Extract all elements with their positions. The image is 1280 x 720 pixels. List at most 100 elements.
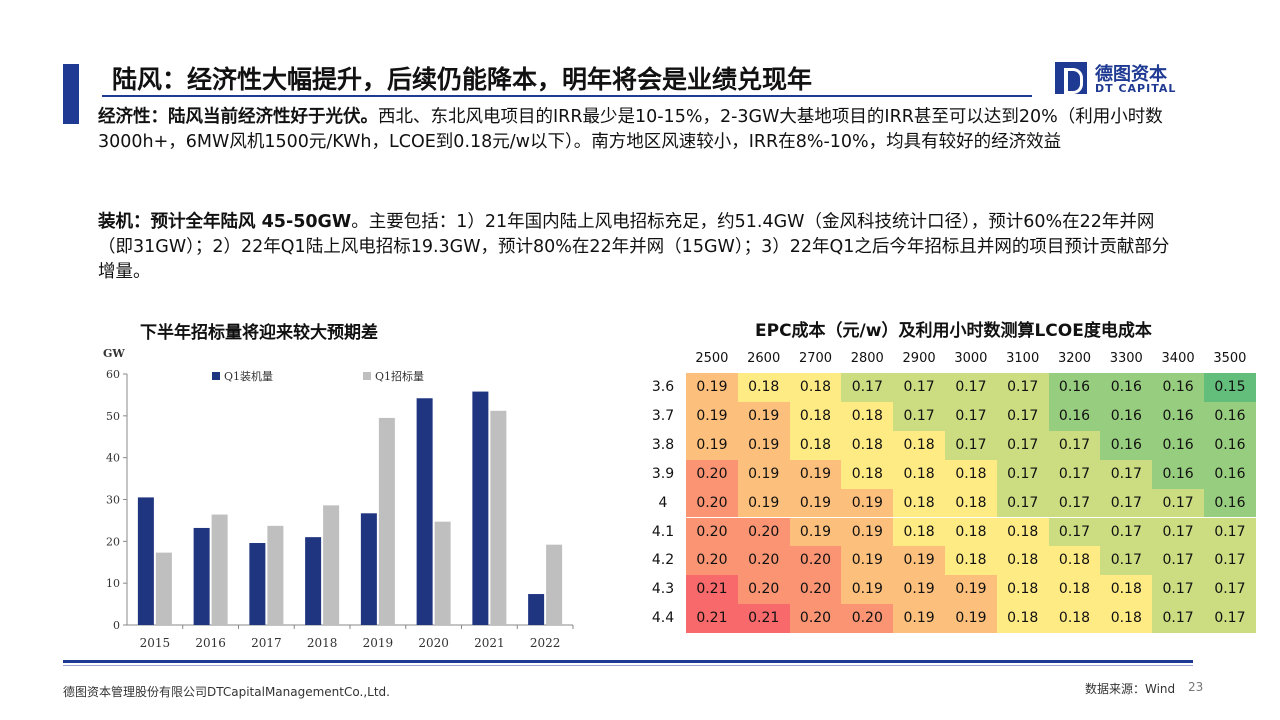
heatmap-col-header: 2700 xyxy=(798,351,833,366)
heatmap-cell: 0.20 xyxy=(789,604,842,634)
heatmap-cell: 0.19 xyxy=(841,575,894,605)
heatmap-cell: 0.16 xyxy=(1100,373,1153,402)
x-tick-label: 2016 xyxy=(195,636,226,650)
bar-q1-install xyxy=(528,594,545,625)
heatmap-cell: 0.19 xyxy=(841,488,894,518)
heatmap-cell: 0.18 xyxy=(945,488,997,518)
heatmap-cell: 0.18 xyxy=(1100,575,1153,605)
heatmap-cell: 0.18 xyxy=(893,517,945,547)
heatmap-cell: 0.18 xyxy=(789,430,842,460)
heatmap-cell: 0.17 xyxy=(945,373,997,402)
heatmap-cell: 0.17 xyxy=(996,373,1049,402)
heatmap-row-label: 4 xyxy=(658,494,668,511)
x-tick-label: 2018 xyxy=(307,636,338,650)
economics-heading: 经济性：陆风当前经济性好于光伏。 xyxy=(98,107,378,127)
heatmap-cell: 0.16 xyxy=(1100,430,1153,460)
bar-q1-tender xyxy=(546,544,563,625)
heatmap-cell: 0.20 xyxy=(737,575,790,605)
heatmap-cell: 0.17 xyxy=(1204,517,1256,547)
heatmap-cell: 0.17 xyxy=(1048,430,1101,460)
x-tick-label: 2021 xyxy=(474,636,505,650)
bar-q1-tender xyxy=(267,525,284,625)
heatmap-cell: 0.17 xyxy=(1204,604,1256,634)
heatmap-cell: 0.18 xyxy=(893,488,945,518)
bar-q1-install xyxy=(360,513,377,625)
heatmap-cell: 0.16 xyxy=(1204,488,1256,518)
heatmap-cell: 0.16 xyxy=(1204,459,1256,489)
heatmap-cell: 0.19 xyxy=(841,517,894,547)
heatmap-cell: 0.19 xyxy=(737,430,790,460)
heatmap-cell: 0.18 xyxy=(996,517,1049,547)
company-logo: 德图资本 DT CAPITAL xyxy=(1055,60,1205,100)
heatmap-row-label: 3.8 xyxy=(651,436,675,453)
footer-rule-thin xyxy=(63,665,1193,666)
footer-company: 德图资本管理股份有限公司DTCapitalManagementCo.,Ltd. xyxy=(63,685,390,699)
title-accent-bar xyxy=(63,64,79,124)
heatmap-cell: 0.16 xyxy=(1152,430,1204,460)
y-tick-label: 60 xyxy=(106,368,120,381)
x-tick-label: 2017 xyxy=(251,636,282,650)
heatmap-cell: 0.19 xyxy=(737,401,790,431)
heatmap-cell: 0.17 xyxy=(945,430,997,460)
y-tick-label: 30 xyxy=(106,494,120,507)
heatmap-row-label: 3.6 xyxy=(651,379,675,395)
heatmap-cell: 0.19 xyxy=(789,459,842,489)
bar-q1-install xyxy=(249,543,266,625)
footer-rule xyxy=(63,660,1193,663)
heatmap-col-header: 2900 xyxy=(902,351,936,366)
heatmap-cell: 0.18 xyxy=(841,430,894,460)
heatmap-cell: 0.19 xyxy=(789,488,842,518)
bar-q1-tender xyxy=(155,552,172,625)
heatmap-row-label: 4.3 xyxy=(651,581,675,598)
heatmap-cell: 0.17 xyxy=(1152,546,1204,576)
heatmap-cell: 0.20 xyxy=(686,459,738,489)
heatmap-cell: 0.18 xyxy=(996,546,1049,576)
heatmap-cell: 0.17 xyxy=(996,488,1049,518)
heatmap-cell: 0.17 xyxy=(841,373,894,402)
heatmap-cell: 0.17 xyxy=(996,430,1049,460)
heatmap-cell: 0.20 xyxy=(686,517,738,547)
heatmap-cell: 0.18 xyxy=(1048,604,1101,634)
y-tick-label: 50 xyxy=(106,410,120,423)
heatmap-cell: 0.19 xyxy=(893,575,945,605)
heatmap-cell: 0.18 xyxy=(945,517,997,547)
bar-q1-tender xyxy=(323,505,340,625)
heatmap-cell: 0.16 xyxy=(1048,401,1101,431)
heatmap-title: EPC成本（元/w）及利用小时数测算LCOE度电成本 xyxy=(755,321,1152,341)
heatmap-cell: 0.16 xyxy=(1204,430,1256,460)
x-tick-label: 2015 xyxy=(140,636,171,650)
x-tick-label: 2022 xyxy=(530,636,561,650)
heatmap-cell: 0.17 xyxy=(1100,546,1153,576)
heatmap-cell: 0.19 xyxy=(789,517,842,547)
bar-q1-install xyxy=(137,497,154,625)
logo-mark-icon xyxy=(1055,62,1087,94)
heatmap-cell: 0.19 xyxy=(841,546,894,576)
heatmap-cell: 0.17 xyxy=(1152,488,1204,518)
heatmap-cell: 0.16 xyxy=(1152,459,1204,489)
heatmap-cell: 0.17 xyxy=(945,401,997,431)
heatmap-col-header: 2500 xyxy=(695,351,729,366)
heatmap-cell: 0.19 xyxy=(945,604,997,634)
heatmap-cell: 0.17 xyxy=(1152,517,1204,547)
heatmap-col-header: 3000 xyxy=(954,351,988,366)
heatmap-cell: 0.21 xyxy=(737,604,790,634)
heatmap-cell: 0.18 xyxy=(789,373,842,402)
heatmap-col-header: 3500 xyxy=(1213,351,1247,366)
heatmap-cell: 0.18 xyxy=(893,430,945,460)
heatmap-cell: 0.18 xyxy=(841,459,894,489)
heatmap-cell: 0.18 xyxy=(1100,604,1153,634)
heatmap-row-label: 4.4 xyxy=(651,610,675,627)
heatmap-cell: 0.18 xyxy=(789,401,842,431)
heatmap-cell: 0.20 xyxy=(841,604,894,634)
installation-text: 。主要包括：1）21年国内陆上风电招标充足，约51.4GW（金风科技统计口径），… xyxy=(98,212,1170,282)
heatmap-cell: 0.19 xyxy=(686,401,738,431)
heatmap-cell: 0.17 xyxy=(1204,575,1256,605)
y-tick-label: 10 xyxy=(106,577,120,590)
lcoe-heatmap: 2500 2600 2700 2800 2900 3000 3100 3200 3300 3400… xyxy=(640,345,1256,637)
page-title: 陆风：经济性大幅提升，后续仍能降本，明年将会是业绩兑现年 xyxy=(112,65,813,94)
heatmap-row-label: 3.7 xyxy=(651,407,675,424)
heatmap-col-header: 2600 xyxy=(747,351,781,366)
logo-text-cn: 德图资本 xyxy=(1095,64,1167,85)
heatmap-cell: 0.18 xyxy=(893,459,945,489)
heatmap-cell: 0.17 xyxy=(1152,604,1204,634)
